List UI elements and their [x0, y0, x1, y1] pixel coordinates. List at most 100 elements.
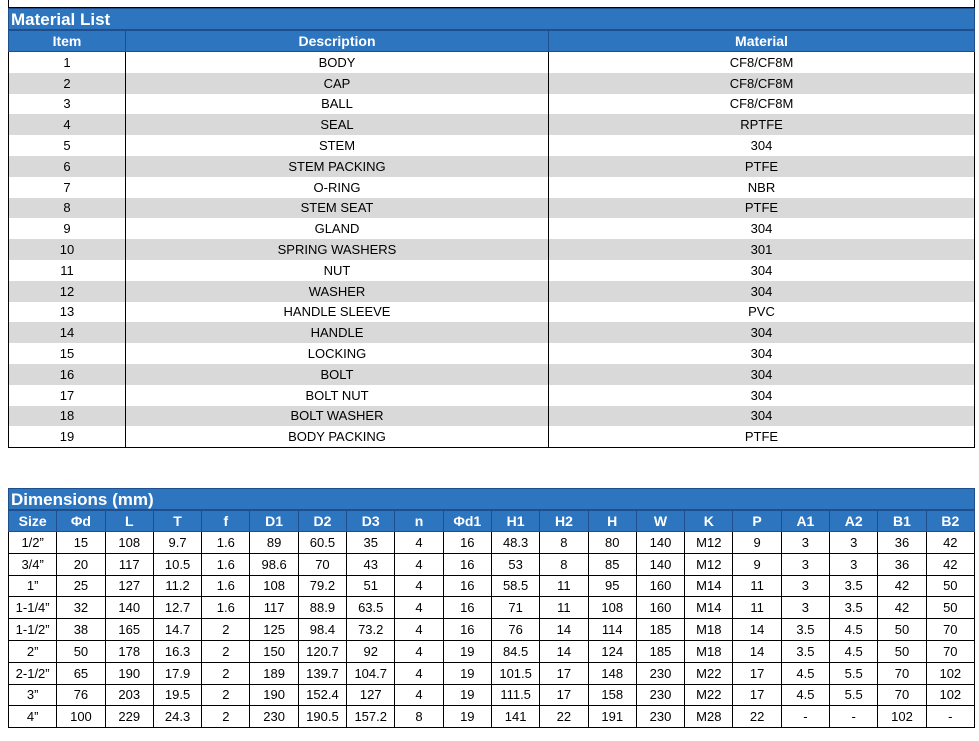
table-cell: 4 [8, 114, 126, 136]
table-cell: 80 [587, 531, 637, 554]
table-cell: 120.7 [297, 639, 348, 663]
table-cell: 13 [8, 301, 126, 323]
table-cell: 11 [732, 574, 782, 598]
table-cell: 1/2” [7, 531, 58, 554]
table-cell: 8 [539, 552, 589, 576]
table-cell: 190 [104, 661, 154, 685]
column-header: P [732, 510, 782, 532]
table-cell: - [780, 705, 831, 729]
table-cell: 127 [104, 574, 154, 598]
table-cell: 9 [732, 552, 782, 576]
table-cell: 4.5 [780, 661, 831, 685]
table-cell: 42 [925, 531, 976, 554]
table-cell: 190 [249, 683, 299, 707]
table-cell: 88.9 [297, 596, 348, 620]
table-cell: BODY [125, 51, 549, 73]
table-cell: 2 [201, 618, 251, 641]
table-cell: BOLT WASHER [125, 405, 549, 427]
table-cell: 125 [249, 618, 299, 641]
table-cell: 3.5 [829, 596, 879, 620]
material-list: Material List Item Description Material 1 BO… [8, 8, 975, 449]
table-cell: 140 [635, 531, 686, 554]
table-row: 9 GLAND 304 [8, 218, 975, 240]
table-row: 4” 100 229 24.3 2 230 190.5 157.2 8 19 141 22 191 230… [7, 705, 976, 729]
table-cell: 11 [732, 596, 782, 620]
table-cell: 53 [490, 552, 541, 576]
table-cell: 102 [925, 683, 976, 707]
table-cell: 3.5 [780, 639, 831, 663]
table-cell: 12 [8, 280, 126, 302]
table-cell: 157.2 [346, 705, 396, 729]
table-row: 16 BOLT 304 [8, 363, 975, 385]
column-header: n [394, 510, 444, 532]
table-cell: 71 [490, 596, 541, 620]
column-header: B1 [877, 510, 927, 532]
column-header: Material [548, 30, 975, 52]
table-row: 5 STEM 304 [8, 135, 975, 156]
table-cell: 165 [104, 618, 154, 641]
table-cell: 2-1/2” [7, 661, 58, 685]
table-cell: 2 [8, 72, 126, 94]
table-cell: 185 [635, 618, 686, 641]
column-header: Φd [56, 510, 106, 532]
table-row: 3/4” 20 117 10.5 1.6 98.6 70 43 4 16 53 8 85 140 M12 9 3… [7, 552, 976, 576]
table-cell: 14 [732, 618, 782, 641]
table-cell: 4 [394, 596, 444, 620]
column-header: D1 [249, 510, 299, 532]
table-cell: 158 [587, 683, 637, 707]
table-cell: 5.5 [829, 661, 879, 685]
column-header: H [587, 510, 637, 532]
table-cell: 108 [104, 531, 154, 554]
table-cell: 4.5 [780, 683, 831, 707]
table-cell: 16 [442, 531, 492, 554]
table-cell: 18 [8, 405, 126, 427]
table-cell: 19.5 [152, 683, 203, 707]
table-cell: 70 [877, 683, 927, 707]
table-cell: 63.5 [346, 596, 396, 620]
column-header: Size [7, 510, 58, 532]
table-cell: 16.3 [152, 639, 203, 663]
table-cell: M22 [684, 683, 734, 707]
material-table: Item Description Material 1 BODY CF8/CF8M 2 CAP… [8, 30, 975, 449]
table-row: 2” 50 178 16.3 2 150 120.7 92 4 19 84.5 14 124 185 M18… [7, 639, 976, 663]
table-row: 1-1/4” 32 140 12.7 1.6 117 88.9 63.5 4 16 71 11 108 1… [7, 596, 976, 620]
table-cell: 3 [8, 93, 126, 115]
table-row: 1/2” 15 108 9.7 1.6 89 60.5 35 4 16 48.3 8 80 140 M12 9… [7, 531, 976, 554]
table-cell: 19 [442, 661, 492, 685]
column-header: A2 [829, 510, 879, 532]
table-cell: 32 [56, 596, 106, 620]
table-cell: 8 [394, 705, 444, 729]
table-cell: 150 [249, 639, 299, 663]
table-row: 1-1/2” 38 165 14.7 2 125 98.4 73.2 4 16 76 14 114 185… [7, 618, 976, 641]
table-cell: 73.2 [346, 618, 396, 641]
table-cell: 70 [297, 552, 348, 576]
table-cell: 17 [732, 661, 782, 685]
table-cell: 304 [548, 322, 975, 344]
table-cell: 304 [548, 280, 975, 302]
table-cell: NBR [548, 176, 975, 198]
table-cell: PTFE [548, 155, 975, 177]
table-row: 3” 76 203 19.5 2 190 152.4 127 4 19 111.5 17 158 230 M… [7, 683, 976, 707]
table-cell: 10 [8, 239, 126, 260]
table-cell: 70 [925, 639, 976, 663]
column-header: D3 [346, 510, 396, 532]
column-header: f [201, 510, 251, 532]
table-cell: 42 [877, 574, 927, 598]
table-cell: BOLT [125, 363, 549, 385]
table-cell: 124 [587, 639, 637, 663]
table-row: 12 WASHER 304 [8, 280, 975, 302]
table-cell: CAP [125, 72, 549, 94]
table-row: 15 LOCKING 304 [8, 343, 975, 364]
table-cell: 5.5 [829, 683, 879, 707]
table-row: 3 BALL CF8/CF8M [8, 93, 975, 115]
table-cell: 102 [877, 705, 927, 729]
table-cell: 3 [780, 531, 831, 554]
table-cell: 16 [442, 552, 492, 576]
table-cell: 65 [56, 661, 106, 685]
table-cell: 2” [7, 639, 58, 663]
table-cell: 60.5 [297, 531, 348, 554]
section-title: Dimensions (mm) [8, 488, 975, 510]
table-cell: 141 [490, 705, 541, 729]
table-cell: 98.4 [297, 618, 348, 641]
table-cell: 5 [8, 135, 126, 156]
